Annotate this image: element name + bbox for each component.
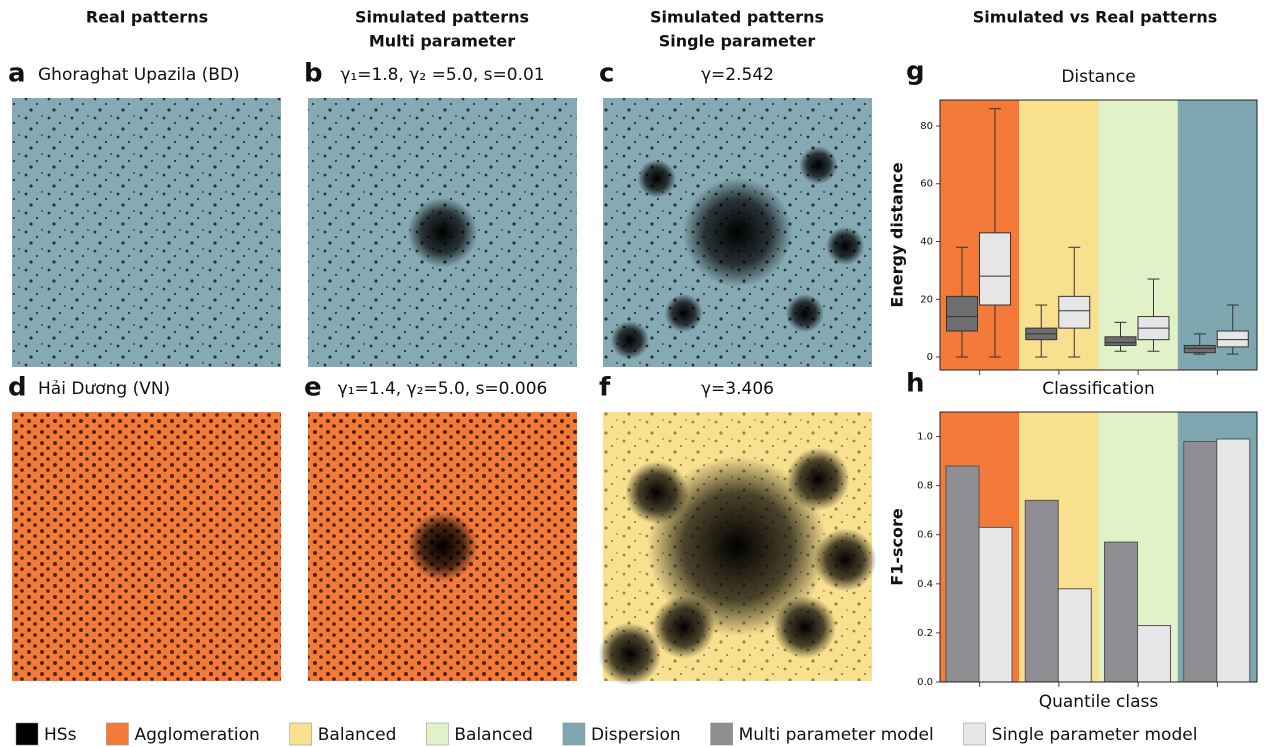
legend-label: Dispersion <box>591 725 681 745</box>
y-tick-label: 0.8 <box>917 481 933 492</box>
y-tick-label: 1.0 <box>917 432 933 443</box>
cluster <box>598 623 661 686</box>
bar <box>1105 542 1138 682</box>
legend-label: Single parameter model <box>992 725 1198 745</box>
panel-letter: h <box>906 369 925 399</box>
box <box>980 233 1011 305</box>
legend-swatch <box>290 723 312 745</box>
legend-swatch <box>563 723 585 745</box>
y-tick-label: 0 <box>927 352 933 363</box>
panel-letter: c <box>599 59 614 89</box>
legend-label: Agglomeration <box>134 725 259 745</box>
x-axis-label: Quantile class <box>1039 692 1159 712</box>
bar <box>1058 589 1091 682</box>
pattern-texture <box>12 412 281 681</box>
column-header: Simulated patterns <box>650 8 824 27</box>
y-tick-label: 20 <box>920 294 933 305</box>
panel-title: γ=2.542 <box>701 65 774 85</box>
box <box>947 296 978 331</box>
cluster <box>652 596 715 659</box>
legend-swatch <box>711 723 733 745</box>
cluster <box>799 146 838 185</box>
bar <box>1184 441 1217 682</box>
y-tick-label: 0.0 <box>917 677 933 688</box>
panel-letter: f <box>599 373 611 403</box>
box <box>1184 345 1215 352</box>
legend-label: Balanced <box>454 725 533 745</box>
panel-title: γ₁=1.8, γ₂ =5.0, s=0.01 <box>340 65 544 85</box>
cluster <box>787 448 850 511</box>
chart-title: Classification <box>1042 379 1154 399</box>
panel-title: Hải Dương (VN) <box>38 379 170 399</box>
cluster <box>683 178 793 288</box>
chart-title: Distance <box>1061 67 1135 87</box>
panel-letter: g <box>906 57 925 87</box>
column-header: Real patterns <box>86 8 208 27</box>
box <box>1105 337 1136 346</box>
bar <box>946 466 979 682</box>
column-header: Simulated vs Real patterns <box>973 8 1218 27</box>
bar <box>979 527 1012 682</box>
y-axis-label: F1-score <box>888 508 907 586</box>
y-tick-label: 40 <box>920 236 933 247</box>
y-tick-label: 80 <box>920 121 933 132</box>
y-tick-label: 0.2 <box>917 628 933 639</box>
panel-title: γ=3.406 <box>701 379 774 399</box>
panel-letter: d <box>8 373 27 403</box>
legend-swatch <box>426 723 448 745</box>
box <box>1059 296 1090 328</box>
y-tick-label: 60 <box>920 179 933 190</box>
panel-letter: e <box>304 373 322 403</box>
cluster <box>408 198 478 268</box>
panel-title: Ghoraghat Upazila (BD) <box>38 65 240 85</box>
cluster <box>664 294 703 333</box>
column-header: Simulated patterns <box>355 8 529 27</box>
cluster <box>638 159 677 198</box>
bar <box>1217 439 1250 682</box>
y-axis-label: Energy distance <box>888 162 907 307</box>
class-band <box>1178 100 1257 370</box>
y-tick-label: 0.6 <box>917 530 933 541</box>
legend-label: Multi parameter model <box>739 725 934 745</box>
bar <box>1025 500 1058 682</box>
column-header: Single parameter <box>659 32 816 51</box>
legend-swatch <box>16 723 38 745</box>
panel-title: γ₁=1.4, γ₂=5.0, s=0.006 <box>338 379 548 399</box>
column-header: Multi parameter <box>369 32 515 51</box>
pattern-texture <box>12 98 281 367</box>
cluster <box>814 528 877 591</box>
panel-letter: a <box>8 59 26 89</box>
box <box>1217 331 1248 347</box>
panel-letter: b <box>304 59 323 89</box>
legend-label: HSs <box>44 725 77 745</box>
legend-swatch <box>106 723 128 745</box>
legend-label: Balanced <box>318 725 397 745</box>
cluster <box>826 227 865 266</box>
y-tick-label: 0.4 <box>917 579 933 590</box>
cluster <box>773 596 836 659</box>
cluster <box>408 512 478 582</box>
bar <box>1138 626 1171 682</box>
cluster <box>786 294 825 333</box>
legend-swatch <box>964 723 986 745</box>
cluster <box>625 461 688 524</box>
figure: Real patterns Simulated patterns Multi par… <box>0 0 1277 747</box>
cluster <box>611 321 650 360</box>
